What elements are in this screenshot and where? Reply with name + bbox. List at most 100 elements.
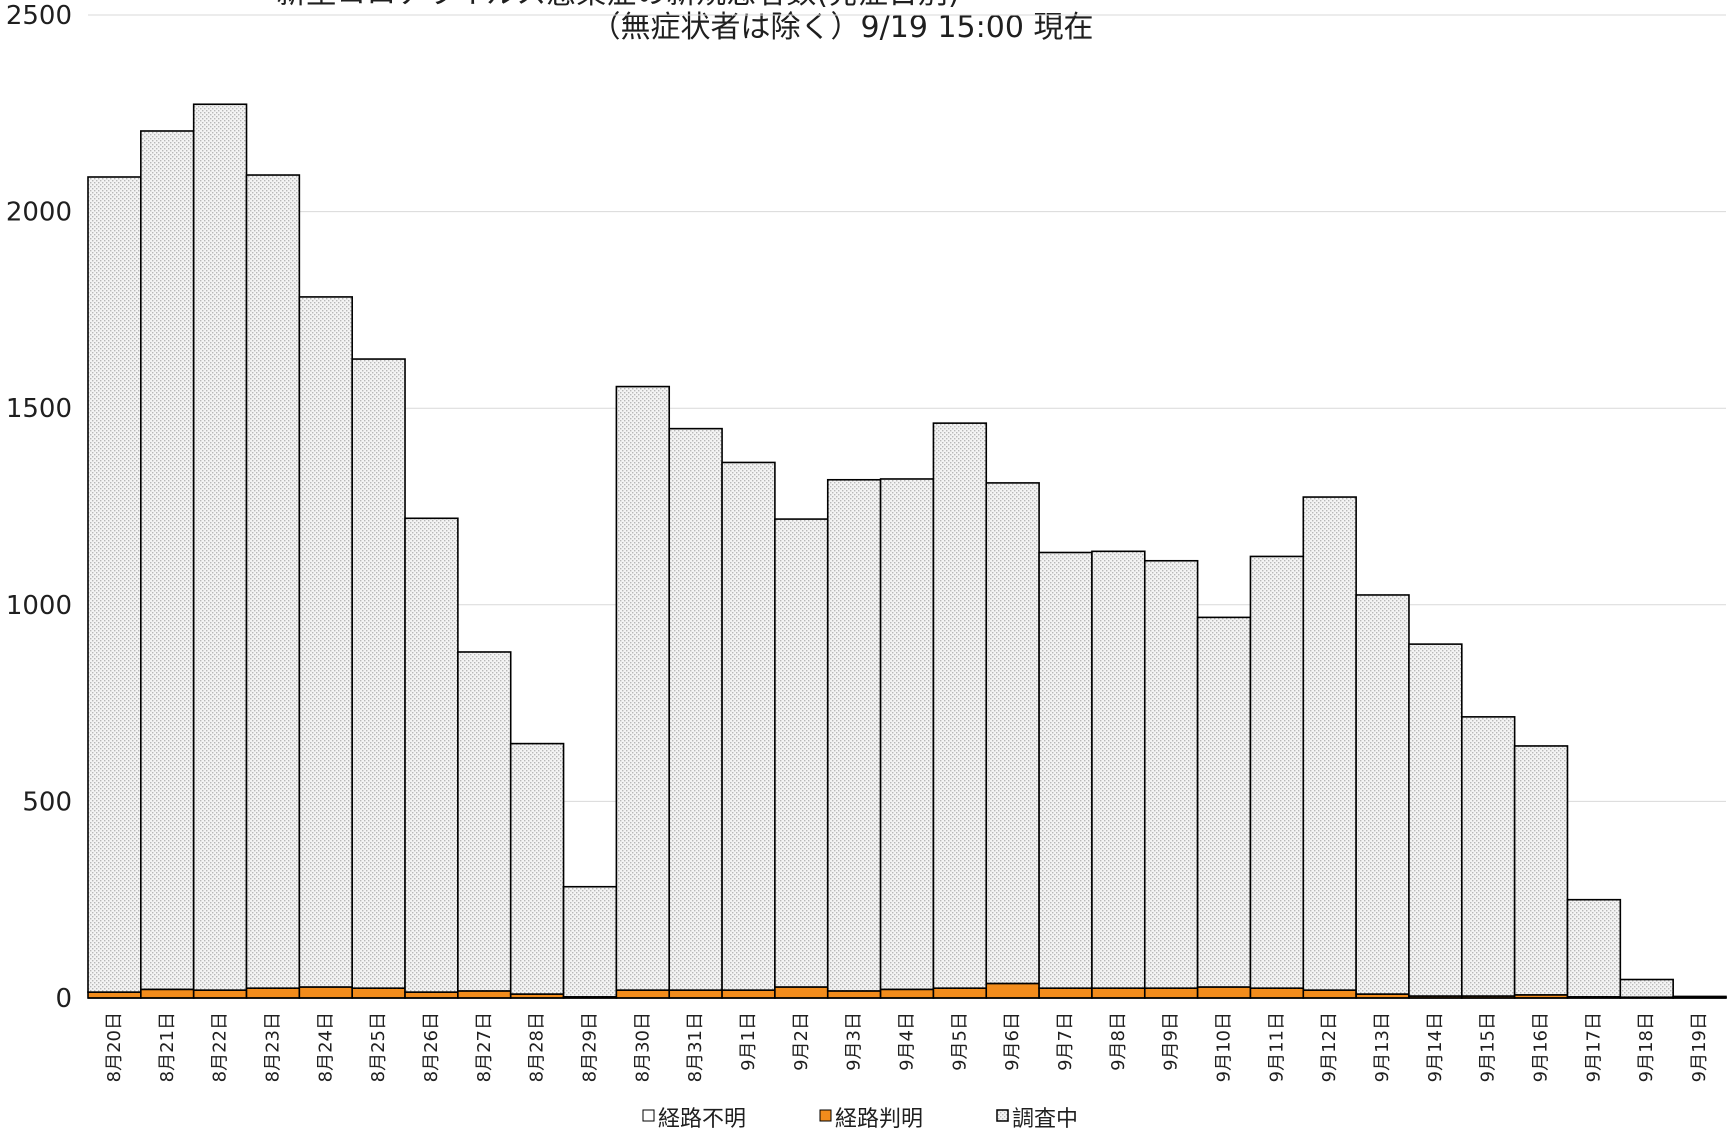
x-tick-label-11: 8月30日 xyxy=(632,1012,653,1082)
bar-under-investigation-22 xyxy=(1196,616,1252,988)
bar-known-route-24 xyxy=(1302,989,1357,999)
x-tick-label-31: 9月19日 xyxy=(1689,1012,1710,1082)
chart-title: 新型コロナウイルス感染症の新規患者数(発症日別) （無症状者は除く）9/19 1… xyxy=(276,0,1093,45)
y-tick-label-2000: 2000 xyxy=(6,198,72,228)
x-tick-label-8: 8月27日 xyxy=(474,1012,495,1082)
x-tick-label-28: 9月16日 xyxy=(1531,1012,1552,1082)
bar-under-investigation-5 xyxy=(298,296,353,988)
x-tick-label-1: 8月20日 xyxy=(104,1012,125,1082)
x-tick-label-26: 9月14日 xyxy=(1425,1012,1446,1082)
x-tick-label-6: 8月25日 xyxy=(368,1012,389,1082)
bar-under-investigation-15 xyxy=(826,478,882,992)
x-tick-label-2: 8月21日 xyxy=(157,1012,178,1082)
y-tick-label-0: 0 xyxy=(55,984,72,1014)
bar-known-route-23 xyxy=(1249,987,1305,999)
bar-under-investigation-20 xyxy=(1091,550,1146,989)
bar-under-investigation-30 xyxy=(1619,978,1674,999)
x-tick-label-19: 9月7日 xyxy=(1055,1012,1076,1071)
x-tick-label-22: 9月10日 xyxy=(1214,1012,1235,1082)
bar-under-investigation-25 xyxy=(1355,594,1410,995)
x-tick-label-21: 9月9日 xyxy=(1161,1012,1182,1071)
bar-known-route-3 xyxy=(192,989,248,999)
y-tick-label-1500: 1500 xyxy=(6,394,72,424)
y-tick-label-2500: 2500 xyxy=(6,1,72,31)
x-tick-label-20: 9月8日 xyxy=(1108,1012,1129,1071)
bar-under-investigation-8 xyxy=(457,651,512,992)
bar-known-route-6 xyxy=(351,987,406,999)
bar-under-investigation-12 xyxy=(668,427,723,991)
bar-under-investigation-1 xyxy=(87,176,142,993)
bar-under-investigation-18 xyxy=(985,482,1040,985)
bar-under-investigation-14 xyxy=(774,518,829,988)
bar-known-route-22 xyxy=(1196,986,1252,999)
x-tick-label-7: 8月26日 xyxy=(421,1012,442,1082)
bar-under-investigation-29 xyxy=(1566,898,1622,998)
bar-under-investigation-7 xyxy=(404,517,459,993)
bar-known-route-18 xyxy=(985,982,1040,999)
x-tick-label-30: 9月18日 xyxy=(1636,1012,1657,1082)
bar-under-investigation-10 xyxy=(562,885,618,998)
legend-label-unknown-route: 経路不明 xyxy=(658,1107,746,1132)
x-tick-label-25: 9月13日 xyxy=(1372,1012,1393,1082)
bar-under-investigation-16 xyxy=(879,478,935,991)
x-tick-label-9: 8月28日 xyxy=(527,1012,548,1082)
x-tick-label-17: 9月5日 xyxy=(949,1012,970,1071)
bar-known-route-11 xyxy=(615,989,671,999)
bar-under-investigation-26 xyxy=(1408,643,1463,997)
bar-under-investigation-24 xyxy=(1302,496,1357,991)
bar-under-investigation-21 xyxy=(1143,559,1199,989)
x-tick-label-23: 9月11日 xyxy=(1266,1012,1287,1082)
bar-known-route-16 xyxy=(879,988,935,999)
bar-under-investigation-3 xyxy=(192,103,248,991)
bar-under-investigation-23 xyxy=(1249,555,1305,989)
legend-swatch-under-investigation xyxy=(996,1109,1009,1122)
x-tick-label-15: 9月3日 xyxy=(844,1012,865,1071)
legend-swatch-unknown-route xyxy=(642,1109,655,1122)
x-tick-label-10: 8月29日 xyxy=(580,1012,601,1082)
x-tick-label-14: 9月2日 xyxy=(791,1012,812,1071)
bar-under-investigation-9 xyxy=(509,742,565,995)
bar-under-investigation-4 xyxy=(245,174,301,989)
x-tick-label-18: 9月6日 xyxy=(1002,1012,1023,1071)
x-tick-label-29: 9月17日 xyxy=(1583,1012,1604,1082)
bar-known-route-21 xyxy=(1143,987,1199,999)
x-tick-label-5: 8月24日 xyxy=(315,1012,336,1082)
bar-under-investigation-6 xyxy=(351,358,406,989)
legend-swatch-known-route xyxy=(819,1109,832,1122)
bar-known-route-20 xyxy=(1091,987,1146,999)
bar-under-investigation-19 xyxy=(1038,551,1093,989)
bar-under-investigation-17 xyxy=(932,422,988,989)
bar-under-investigation-11 xyxy=(615,385,671,991)
bar-known-route-19 xyxy=(1038,987,1093,999)
chart-title-line-2: （無症状者は除く）9/19 15:00 現在 xyxy=(591,10,1094,45)
y-axis: 0 500 1000 1500 2000 2500 xyxy=(6,1,72,1014)
bar-known-route-2 xyxy=(140,988,195,999)
legend: 経路不明 経路判明 調査中 xyxy=(642,1107,1078,1132)
y-tick-label-500: 500 xyxy=(22,787,72,817)
x-tick-label-3: 8月22日 xyxy=(210,1012,231,1082)
bar-known-route-1 xyxy=(87,991,142,999)
x-tick-label-13: 9月1日 xyxy=(738,1012,759,1071)
bar-under-investigation-28 xyxy=(1513,745,1569,996)
x-tick-label-4: 8月23日 xyxy=(262,1012,283,1082)
chart-title-line-1: 新型コロナウイルス感染症の新規患者数(発症日別) xyxy=(276,0,959,11)
legend-label-known-route: 経路判明 xyxy=(835,1107,923,1132)
bar-known-route-12 xyxy=(668,989,723,999)
x-tick-label-24: 9月12日 xyxy=(1319,1012,1340,1082)
x-axis: 8月20日 8月21日 8月22日 8月23日 8月24日 8月25日 8月26日 8月27日… xyxy=(104,1012,1710,1082)
bar-known-route-15 xyxy=(826,990,882,999)
x-tick-label-16: 9月4日 xyxy=(897,1012,918,1071)
bar-known-route-5 xyxy=(298,986,353,999)
bar-known-route-4 xyxy=(245,987,301,999)
bar-under-investigation-27 xyxy=(1461,716,1516,997)
bar-series xyxy=(87,103,1727,999)
legend-label-under-investigation: 調査中 xyxy=(1012,1107,1078,1132)
bar-known-route-8 xyxy=(457,990,512,999)
bar-known-route-7 xyxy=(404,991,459,999)
bar-known-route-13 xyxy=(721,989,776,999)
bar-known-route-14 xyxy=(774,986,829,999)
y-tick-label-1000: 1000 xyxy=(6,591,72,621)
bar-under-investigation-2 xyxy=(140,130,195,991)
x-tick-label-27: 9月15日 xyxy=(1478,1012,1499,1082)
